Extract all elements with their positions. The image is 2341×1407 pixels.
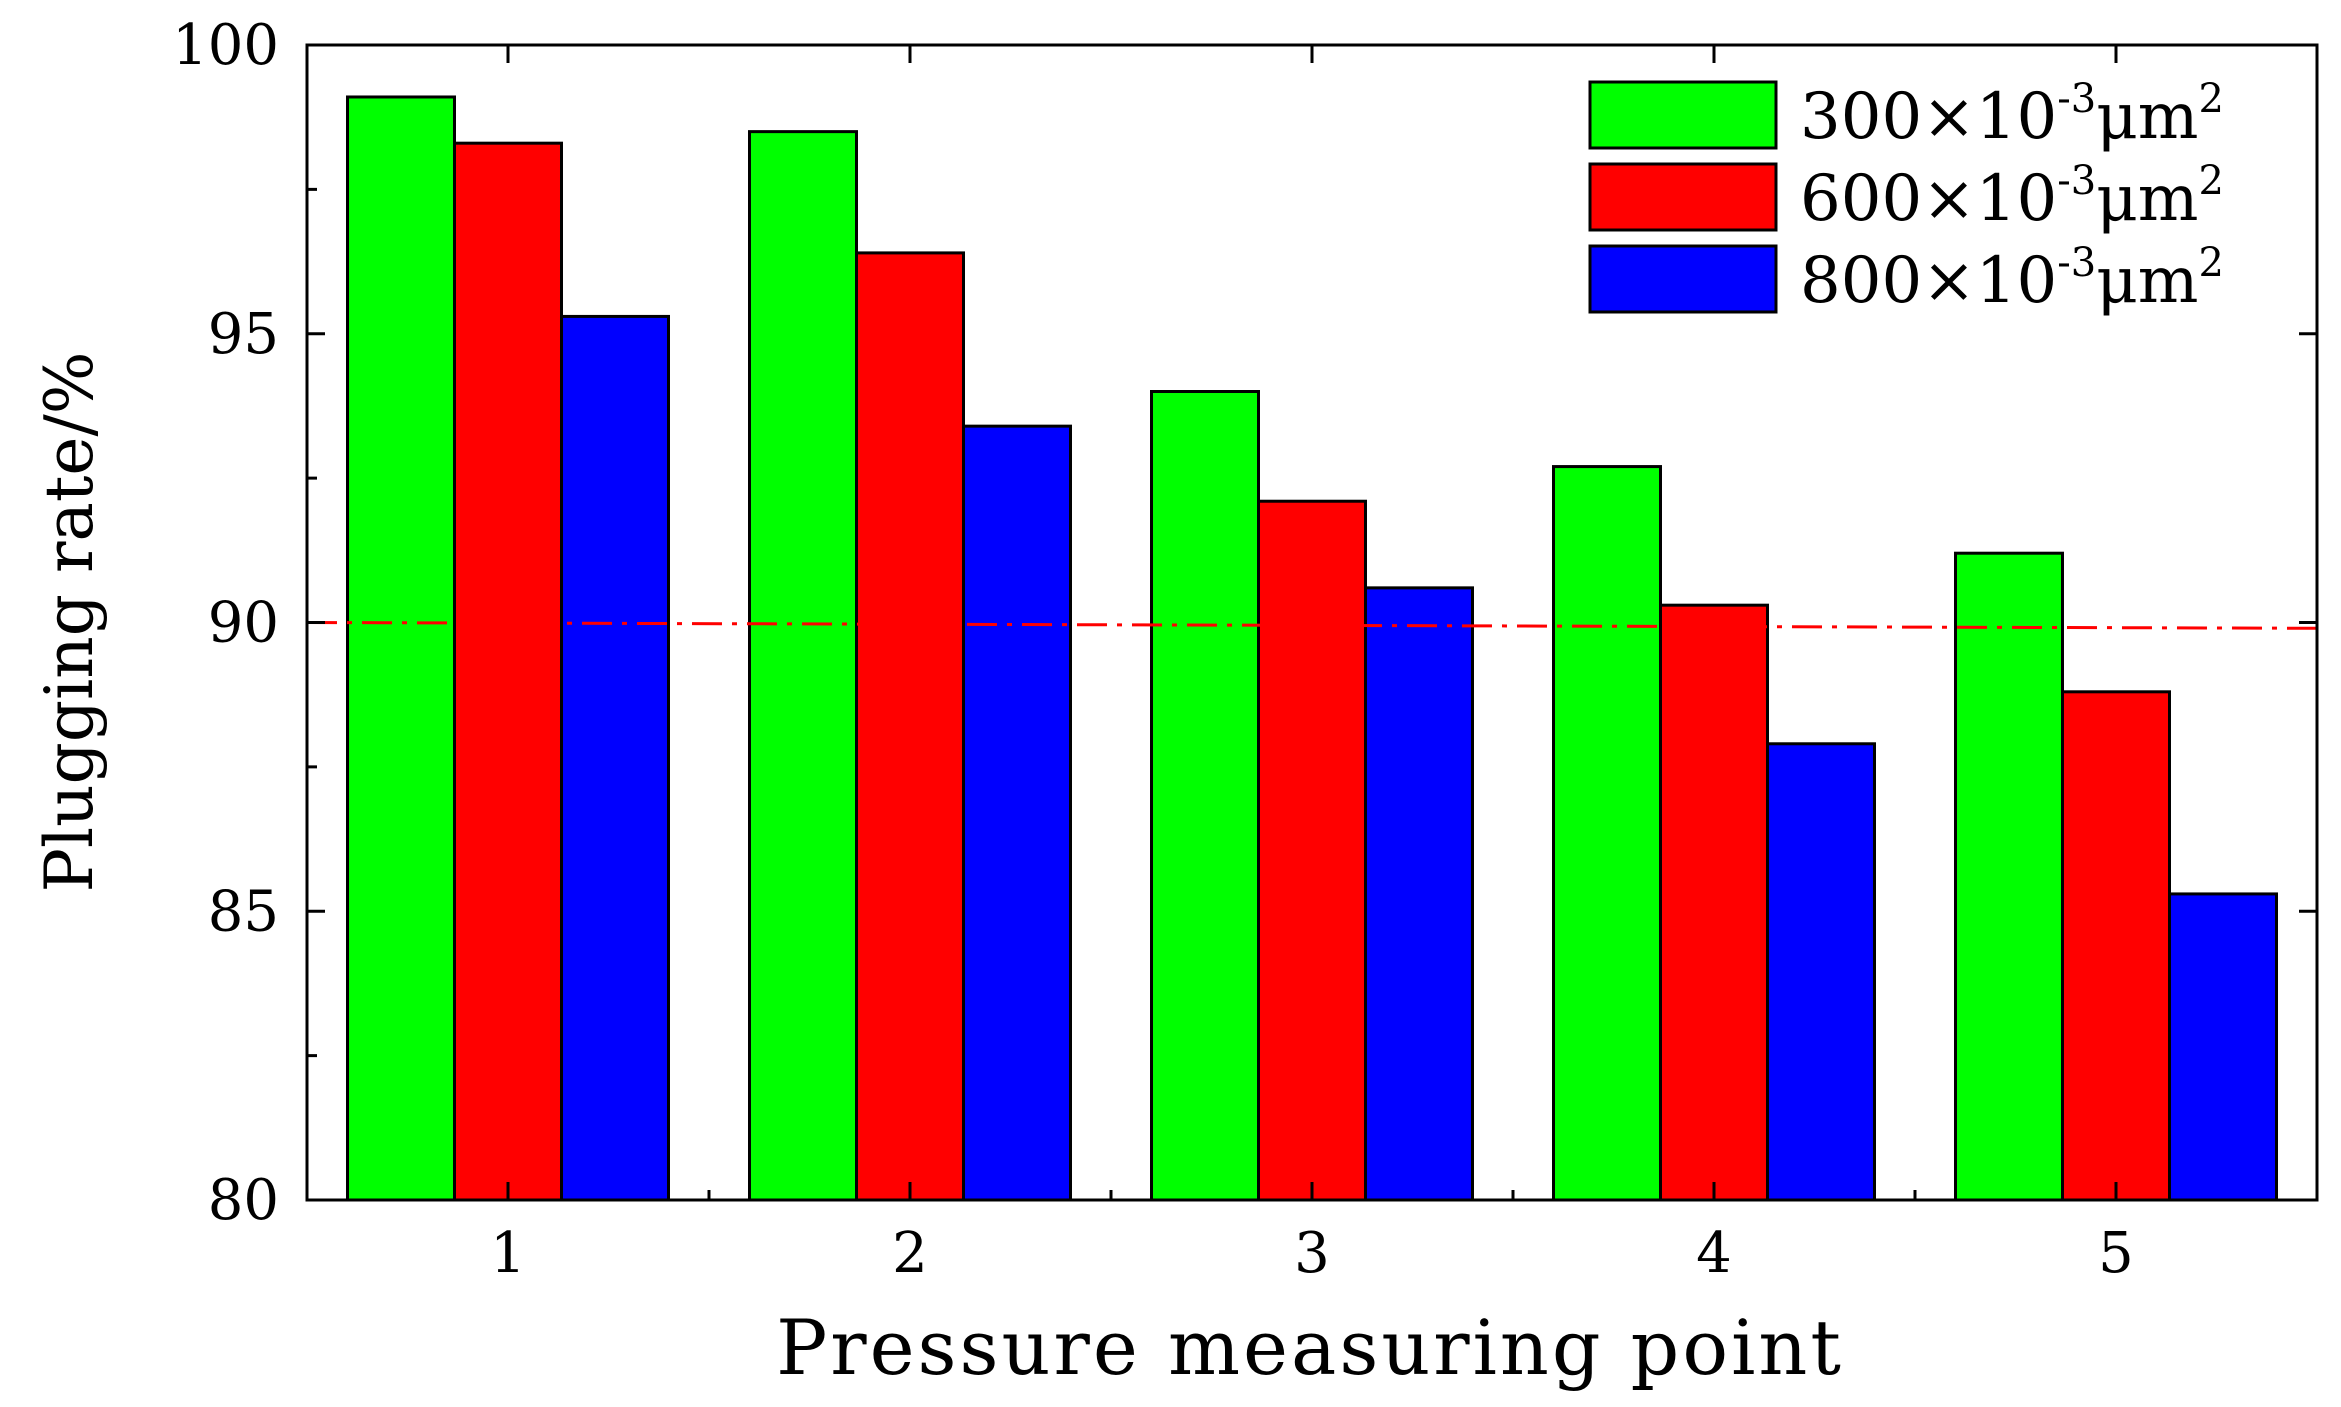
bar-series-2-point-3: [1257, 499, 1367, 1202]
y-tick-label: 85: [208, 879, 279, 944]
bar-series-2-point-1: [453, 141, 563, 1202]
y-tick-label: 90: [208, 591, 279, 656]
bar-series-1-point-1: [346, 95, 456, 1202]
bar-series-1-point-4: [1552, 465, 1662, 1202]
y-tick-label: 95: [208, 302, 279, 367]
bar-series-3-point-5: [2168, 892, 2278, 1202]
y-tick-label: 80: [208, 1168, 279, 1233]
bar-series-3-point-1: [560, 314, 670, 1202]
x-tick-label: 5: [2098, 1221, 2134, 1286]
bar-series-3-point-3: [1364, 586, 1474, 1202]
y-axis-title: Plugging rate/%: [31, 352, 108, 893]
x-tick-label: 4: [1696, 1221, 1732, 1286]
legend-label-1: 300×10-3μm2: [1800, 76, 2224, 154]
x-axis-ticks: 1 2 3 4 5: [490, 45, 2134, 1286]
legend-label-2: 600×10-3μm2: [1800, 158, 2224, 236]
bar-series-3-point-4: [1766, 742, 1876, 1202]
x-axis-title: Pressure measuring point: [776, 1303, 1844, 1392]
bar-series-1-point-3: [1150, 390, 1260, 1202]
x-tick-label: 3: [1294, 1221, 1330, 1286]
x-tick-label: 2: [892, 1221, 928, 1286]
y-axis-ticks: 80 85 90 95 100: [172, 13, 2317, 1233]
y-tick-label: 100: [172, 13, 279, 78]
x-tick-label: 1: [490, 1221, 526, 1286]
legend-swatch-1: [1588, 80, 1778, 150]
reference-line-90: [306, 621, 2318, 630]
bar-series-1-point-2: [748, 130, 858, 1202]
bar-series-2-point-4: [1659, 603, 1769, 1202]
bar-series-1-point-5: [1954, 551, 2064, 1202]
legend-swatch-2: [1588, 162, 1778, 232]
bar-series-2-point-2: [855, 251, 965, 1202]
bars-layer: [346, 95, 2278, 1202]
bar-series-2-point-5: [2061, 690, 2171, 1202]
bar-series-3-point-2: [962, 424, 1072, 1202]
legend-swatch-3: [1588, 244, 1778, 314]
legend-label-3: 800×10-3μm2: [1800, 240, 2224, 318]
